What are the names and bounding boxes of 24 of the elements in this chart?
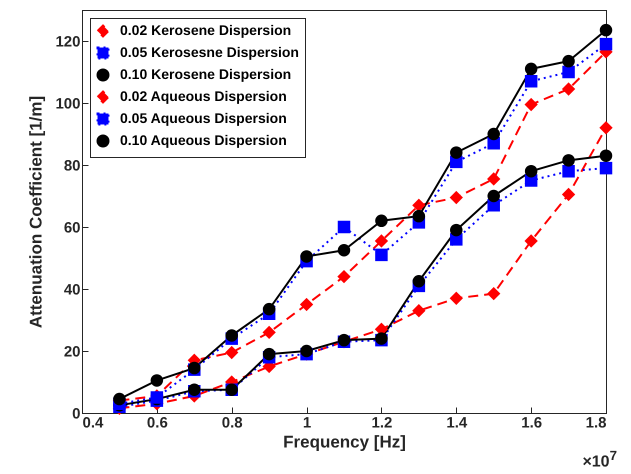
legend-label: 0.02 Kerosene Dispersion <box>120 22 292 38</box>
x-tick-label: 0.6 <box>146 414 168 432</box>
y-tick-label: 20 <box>64 344 80 360</box>
x-tick-label: 1.4 <box>446 414 468 432</box>
y-tick-label: 80 <box>64 158 80 174</box>
y-tick-label: 40 <box>64 282 80 298</box>
y-tick-label: 60 <box>64 220 80 236</box>
x-tick-label: 1 <box>302 414 312 432</box>
y-axis-title: Attenuation Coefficient [1/m] <box>26 96 46 328</box>
legend-label: 0.05 Kerosesne Dispersion <box>120 44 299 60</box>
y-tick-label: 0 <box>72 406 80 422</box>
x-axis-title: Frequency [Hz] <box>283 432 406 452</box>
legend-label: 0.02 Aqueous Dispersion <box>120 88 287 104</box>
legend-label: 0.05 Aqueous Dispersion <box>120 110 287 126</box>
x-tick-label: 0.8 <box>222 414 243 432</box>
x-tick-label: 1.2 <box>372 414 392 432</box>
legend-label: 0.10 Kerosene Dispersion <box>120 66 292 82</box>
y-tick-label: 120 <box>55 34 80 50</box>
y-tick-label: 100 <box>55 96 80 112</box>
x-tick-label: 1.8 <box>586 414 606 432</box>
legend-label: 0.10 Aqueous Dispersion <box>120 132 287 148</box>
x-tick-label: 0.4 <box>82 414 104 432</box>
text: ×10$^{7}$ <box>582 448 617 472</box>
x-tick-label: 1.6 <box>521 414 542 432</box>
